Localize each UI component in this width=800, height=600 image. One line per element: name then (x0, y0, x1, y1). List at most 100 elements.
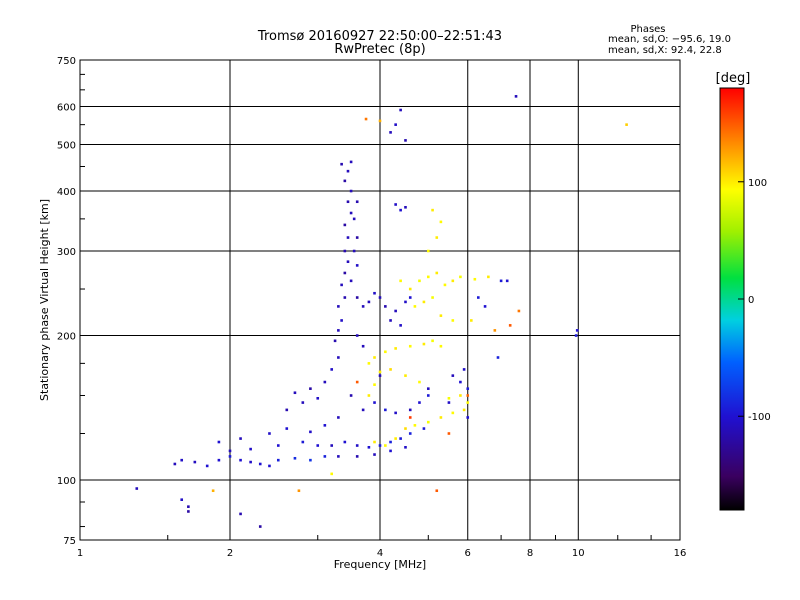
data-point-O (496, 356, 500, 359)
data-point-O (293, 391, 297, 395)
data-point-X (439, 344, 443, 348)
data-point-O (301, 401, 305, 404)
data-point-O (462, 368, 466, 371)
data-point-O (343, 179, 347, 183)
data-point-O (187, 505, 190, 508)
data-point-O (340, 283, 343, 287)
data-point-X (394, 437, 397, 440)
data-point-X (378, 370, 382, 374)
data-point-O (408, 408, 412, 412)
data-point-O (394, 411, 397, 415)
data-point-O (514, 95, 518, 98)
data-point-O (276, 458, 280, 462)
data-point-O (378, 444, 382, 447)
data-point-O (228, 449, 232, 453)
data-point-X (470, 319, 473, 322)
data-point-O (343, 440, 347, 444)
x-tick-label: 16 (674, 548, 687, 559)
data-point-O (426, 394, 430, 397)
data-point-O (193, 460, 197, 464)
colorbar-tick-label: 100 (748, 178, 767, 189)
data-point-X (373, 356, 376, 359)
data-point-O (293, 456, 297, 460)
data-point-X (330, 472, 334, 476)
data-point-X (517, 309, 521, 313)
data-point-X (408, 344, 412, 348)
data-point-O (367, 300, 371, 304)
data-point-O (575, 329, 579, 332)
data-point-X (493, 329, 497, 332)
data-point-O (323, 455, 327, 458)
data-point-O (355, 334, 359, 337)
data-point-O (180, 498, 184, 501)
data-point-O (173, 462, 177, 466)
data-point-O (352, 249, 356, 253)
data-point-O (389, 319, 392, 322)
data-point-X (451, 411, 455, 415)
data-point-O (373, 401, 376, 404)
data-point-X (355, 380, 359, 384)
data-point-O (355, 455, 359, 458)
data-point-X (435, 489, 439, 493)
data-point-O (343, 296, 347, 299)
data-point-O (404, 205, 407, 209)
colorbar-tick-label: 0 (748, 295, 754, 306)
data-point-O (301, 440, 305, 444)
data-point-X (473, 277, 477, 281)
data-point-X (408, 416, 412, 419)
data-point-O (258, 525, 262, 528)
data-point-X (373, 440, 376, 444)
data-point-X (418, 279, 421, 283)
y-tick-label: 300 (57, 247, 76, 258)
data-point-X (364, 117, 368, 121)
data-point-O (389, 440, 392, 444)
y-axis-label: Stationary phase Virtual Height [km] (38, 199, 51, 401)
data-point-X (443, 283, 447, 287)
data-point-X (466, 394, 470, 397)
data-point-X (422, 342, 426, 346)
data-point-X (378, 119, 382, 123)
data-point-X (508, 324, 512, 327)
data-point-X (422, 300, 426, 304)
data-points (135, 95, 628, 528)
data-point-O (349, 189, 353, 193)
grid (80, 60, 680, 540)
data-point-X (451, 319, 455, 322)
chart-subtitle: RwPretec (8p) (334, 42, 425, 57)
data-point-O (373, 453, 376, 456)
data-point-X (297, 489, 301, 493)
data-point-X (418, 380, 421, 384)
data-point-O (343, 271, 347, 275)
data-point-O (404, 139, 407, 142)
data-point-X (426, 275, 430, 279)
data-point-X (399, 279, 402, 283)
stats-line-o: mean, sd,O: −95.6, 19.0 (608, 34, 731, 45)
data-point-O (337, 329, 340, 332)
data-point-O (394, 123, 397, 126)
data-point-X (367, 362, 371, 365)
x-tick-label: 1 (77, 548, 83, 559)
data-point-O (426, 387, 430, 390)
data-point-O (389, 131, 392, 134)
data-point-O (394, 203, 397, 206)
stats-line-x: mean, sd,X: 92.4, 22.8 (608, 45, 722, 56)
data-point-O (343, 223, 347, 227)
data-point-O (330, 444, 334, 447)
data-point-O (323, 380, 327, 384)
data-point-O (422, 427, 426, 430)
data-point-X (487, 275, 490, 279)
x-axis-ticks: 1 2 4 6 8 10 16 (77, 535, 687, 559)
data-point-O (389, 449, 392, 453)
data-point-O (399, 437, 402, 440)
data-point-O (258, 462, 262, 466)
data-point-X (466, 401, 470, 404)
data-point-O (499, 279, 503, 283)
data-point-O (399, 208, 402, 212)
data-point-O (217, 458, 221, 462)
data-point-O (217, 440, 221, 444)
data-point-X (439, 416, 443, 419)
x-tick-label: 8 (527, 548, 533, 559)
data-point-O (330, 368, 334, 371)
data-point-X (439, 220, 443, 224)
data-point-O (355, 236, 359, 239)
